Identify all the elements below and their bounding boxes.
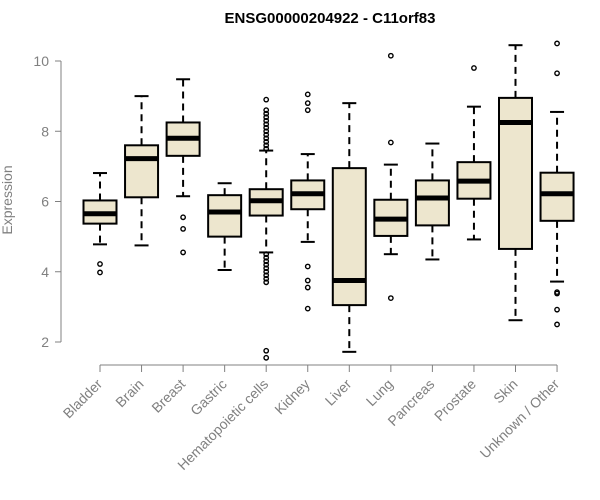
outlier-point	[387, 295, 394, 301]
outlier-point	[263, 347, 270, 354]
box-lung	[373, 52, 409, 301]
outlier-point	[263, 279, 270, 286]
outlier-point	[263, 268, 270, 275]
outlier-point	[263, 107, 270, 114]
box-bladder	[82, 172, 118, 276]
outlier-point	[263, 258, 270, 265]
box-unknown-other	[539, 40, 575, 328]
box-pancreas	[414, 142, 450, 261]
iqr-box	[331, 167, 367, 307]
y-tick-label: 4	[41, 264, 49, 280]
outlier-point	[180, 249, 187, 256]
outlier-point	[263, 265, 270, 272]
x-tick-label: Brain	[112, 376, 146, 410]
outlier-point	[263, 117, 270, 124]
iqr-box	[124, 144, 160, 199]
y-tick-label: 8	[41, 123, 49, 139]
outlier-point	[304, 100, 311, 107]
box-brain	[124, 95, 160, 247]
outlier-point	[97, 261, 103, 267]
x-tick-label: Lung	[363, 376, 396, 409]
outlier-point	[263, 261, 270, 268]
outlier-point	[554, 290, 560, 297]
outlier-point	[304, 284, 311, 291]
outlier-point	[263, 121, 270, 128]
outlier-point	[263, 254, 270, 261]
y-tick-label: 10	[33, 53, 49, 69]
outlier-point	[304, 305, 311, 312]
outlier-point	[263, 138, 270, 145]
box-gastric	[207, 182, 243, 271]
iqr-box	[207, 194, 243, 238]
outlier-point	[180, 214, 187, 221]
outlier-point	[554, 321, 560, 328]
y-axis: 2 4 6 8 10	[33, 53, 62, 350]
outlier-point	[263, 354, 270, 361]
outlier-point	[263, 110, 270, 117]
outlier-point	[263, 128, 270, 135]
chart-title: ENSG00000204922 - C11orf83	[225, 10, 436, 27]
x-tick-label: Liver	[322, 376, 355, 409]
outlier-point	[263, 142, 270, 149]
outlier-point	[263, 272, 270, 279]
box-liver	[331, 102, 367, 353]
iqr-box	[539, 171, 575, 222]
outlier-point	[554, 40, 560, 47]
outlier-point	[263, 114, 270, 121]
y-tick-label: 2	[41, 334, 49, 350]
boxes-group	[82, 40, 575, 361]
outlier-point	[554, 70, 560, 77]
outlier-point	[263, 96, 270, 103]
y-tick-label: 6	[41, 194, 49, 210]
x-tick-label: Breast	[148, 376, 188, 416]
outlier-point	[554, 306, 560, 313]
outlier-point	[263, 131, 270, 138]
outlier-point	[263, 275, 270, 282]
outlier-point	[471, 65, 477, 71]
outlier-point	[304, 91, 311, 98]
x-tick-label: Unknown / Other	[477, 376, 563, 462]
x-tick-label: Kidney	[271, 376, 313, 418]
y-axis-label: Expression	[0, 165, 15, 234]
outlier-point	[97, 269, 103, 276]
outlier-point	[387, 52, 394, 59]
outlier-point	[304, 107, 311, 114]
outlier-point	[180, 225, 187, 232]
x-tick-label: Prostate	[431, 376, 479, 424]
outlier-point	[304, 277, 311, 284]
outlier-point	[263, 145, 270, 152]
box-prostate	[456, 65, 492, 241]
x-tick-label: Skin	[490, 376, 521, 407]
box-skin	[498, 44, 533, 322]
iqr-box	[414, 179, 450, 227]
box-kidney	[290, 91, 326, 312]
outlier-point	[263, 251, 270, 258]
outlier-point	[387, 139, 394, 146]
x-tick-label: Bladder	[60, 376, 106, 422]
outlier-point	[263, 135, 270, 142]
outlier-point	[304, 263, 311, 270]
box-breast	[165, 78, 201, 256]
outlier-point	[263, 124, 270, 131]
box-hematopoietic-cells	[248, 96, 284, 361]
